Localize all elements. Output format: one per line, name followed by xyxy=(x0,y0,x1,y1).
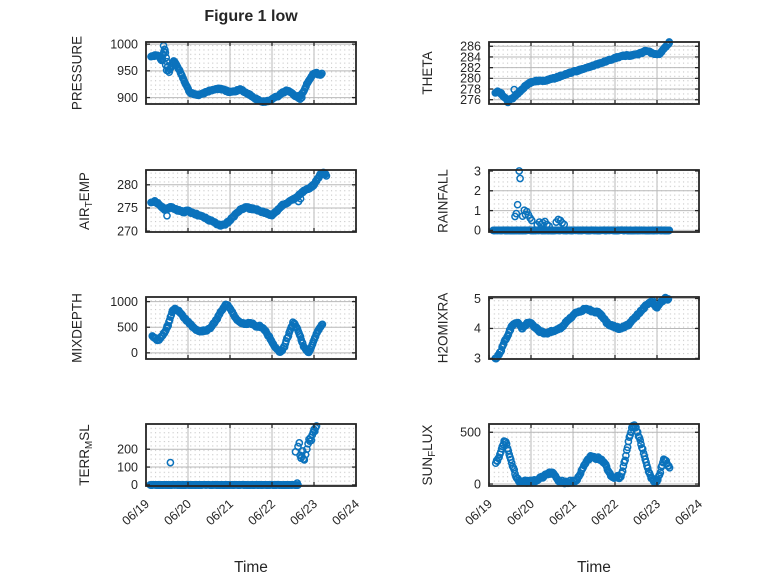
figure-title: Figure 1 low xyxy=(204,8,298,25)
scatter-series-H2OMIXRA xyxy=(491,293,673,363)
y-tick-labels: 0 100 200 xyxy=(117,442,138,492)
svg-text:06/22: 06/22 xyxy=(245,497,278,528)
svg-text:276: 276 xyxy=(460,93,481,107)
svg-text:06/19: 06/19 xyxy=(119,497,152,528)
ylabel-SUN_FLUX: SUNFLUX xyxy=(420,425,438,486)
scatter-series-THETA xyxy=(491,38,674,107)
svg-text:500: 500 xyxy=(460,426,481,440)
ylabel-H2OMIXRA: H2OMIXRA xyxy=(435,293,450,364)
y-tick-labels: 270 275 280 xyxy=(117,178,138,238)
y-tick-labels: 900 950 1000 xyxy=(110,37,138,104)
svg-text:0: 0 xyxy=(474,224,481,238)
axis-ticks xyxy=(145,297,357,359)
axes-box xyxy=(145,423,357,487)
svg-text:500: 500 xyxy=(117,321,138,335)
axis-ticks xyxy=(488,42,700,104)
svg-text:06/20: 06/20 xyxy=(504,497,537,528)
svg-text:06/23: 06/23 xyxy=(287,497,320,528)
subplot-SUN_FLUX: 0 500 SUNFLUX 06/19 06/20 06/21 06/22 06/23 06/2… xyxy=(420,421,705,576)
svg-text:0: 0 xyxy=(474,477,481,491)
svg-text:282: 282 xyxy=(460,61,481,75)
svg-text:06/24: 06/24 xyxy=(672,497,705,528)
svg-text:06/20: 06/20 xyxy=(161,497,194,528)
svg-text:1000: 1000 xyxy=(110,295,138,309)
subplot-H2OMIXRA: 3 4 5 H2OMIXRA xyxy=(435,292,700,366)
xlabel-time-col1: Time xyxy=(577,559,611,576)
svg-text:0: 0 xyxy=(131,478,138,492)
svg-text:950: 950 xyxy=(117,64,138,78)
svg-text:3: 3 xyxy=(474,164,481,178)
svg-text:275: 275 xyxy=(117,201,138,215)
scatter-series-RAINFALL xyxy=(489,167,674,235)
y-tick-labels: 0 500 xyxy=(460,426,481,492)
axis-ticks xyxy=(145,170,357,232)
axis-ticks xyxy=(145,424,357,486)
scatter-series-SUN_FLUX xyxy=(491,421,674,488)
svg-text:06/22: 06/22 xyxy=(588,497,621,528)
ylabel-TERR_MSL: TERRMSL xyxy=(77,424,95,486)
svg-text:280: 280 xyxy=(460,72,481,86)
scatter-series-AIR_TEMP xyxy=(147,168,331,230)
scatter-series-MIXDEPTH xyxy=(148,300,327,357)
subplot-PRESSURE: 900 950 1000 PRESSURE xyxy=(70,36,357,110)
scatter-series-PRESSURE xyxy=(147,41,326,106)
axis-ticks xyxy=(145,42,357,104)
y-tick-labels: 3 4 5 xyxy=(474,292,481,366)
svg-text:06/21: 06/21 xyxy=(203,497,236,528)
ylabel-AIR_TEMP: AIRTEMP xyxy=(77,172,95,230)
major-grid xyxy=(489,42,699,104)
axes-box xyxy=(145,296,357,360)
subplot-AIR_TEMP: 270 275 280 AIRTEMP xyxy=(77,168,357,238)
ylabel-PRESSURE: PRESSURE xyxy=(70,36,85,110)
svg-text:1: 1 xyxy=(474,204,481,218)
axes-box xyxy=(488,423,700,487)
y-tick-labels: 0 500 1000 xyxy=(110,295,138,360)
svg-text:2: 2 xyxy=(474,184,481,198)
svg-text:5: 5 xyxy=(474,292,481,306)
axis-ticks xyxy=(488,170,700,232)
svg-text:0: 0 xyxy=(131,346,138,360)
x-tick-labels: 06/19 06/20 06/21 06/22 06/23 06/24 xyxy=(119,497,362,528)
svg-text:200: 200 xyxy=(117,442,138,456)
svg-text:4: 4 xyxy=(474,322,481,336)
subplot-RAINFALL: 0 1 2 3 RAINFALL xyxy=(435,164,700,238)
axes-box xyxy=(488,169,700,233)
axes-box xyxy=(145,41,357,105)
axis-ticks xyxy=(488,424,700,486)
ylabel-THETA: THETA xyxy=(420,51,435,94)
svg-text:270: 270 xyxy=(117,224,138,238)
svg-text:06/24: 06/24 xyxy=(329,497,362,528)
svg-text:278: 278 xyxy=(460,82,481,96)
axis-ticks xyxy=(488,297,700,360)
xlabel-time-col0: Time xyxy=(234,559,268,576)
svg-text:1000: 1000 xyxy=(110,37,138,51)
svg-text:284: 284 xyxy=(460,50,481,64)
svg-text:06/19: 06/19 xyxy=(462,497,495,528)
svg-text:280: 280 xyxy=(117,178,138,192)
axes-box xyxy=(488,41,700,105)
axes-box xyxy=(145,169,357,233)
ylabel-MIXDEPTH: MIXDEPTH xyxy=(70,293,85,363)
svg-text:286: 286 xyxy=(460,40,481,54)
x-tick-labels: 06/19 06/20 06/21 06/22 06/23 06/24 xyxy=(462,497,705,528)
ylabel-RAINFALL: RAINFALL xyxy=(435,169,450,233)
svg-text:06/23: 06/23 xyxy=(630,497,663,528)
svg-text:3: 3 xyxy=(474,352,481,366)
svg-text:06/21: 06/21 xyxy=(546,497,579,528)
subplot-MIXDEPTH: 0 500 1000 MIXDEPTH xyxy=(70,293,357,363)
y-tick-labels: 0 1 2 3 xyxy=(474,164,481,237)
svg-text:900: 900 xyxy=(117,91,138,105)
svg-text:100: 100 xyxy=(117,460,138,474)
